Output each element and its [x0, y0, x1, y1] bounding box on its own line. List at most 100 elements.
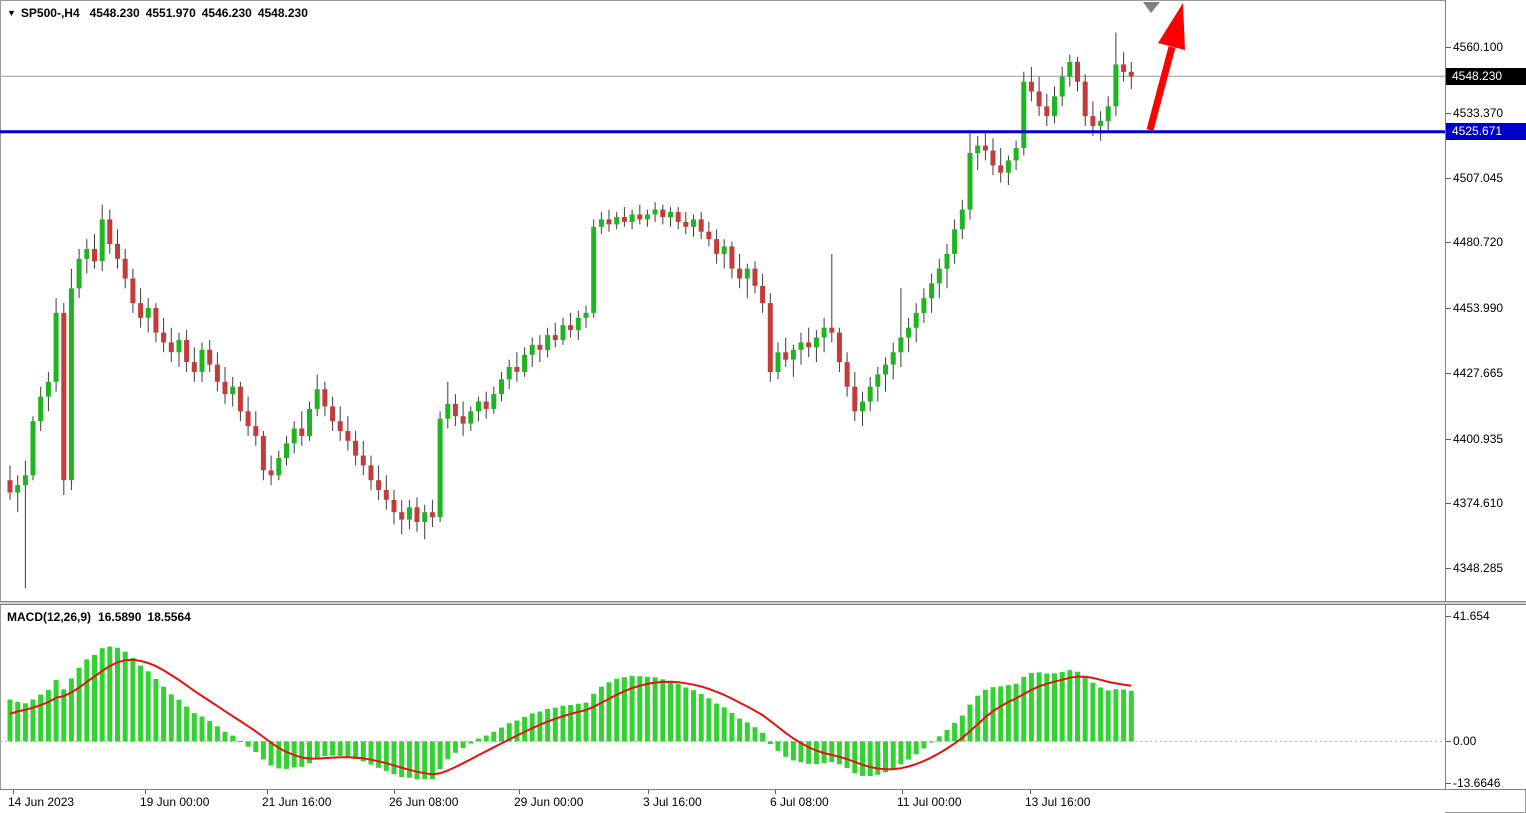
candle-body [529, 344, 535, 355]
macd-bar [537, 711, 543, 742]
macd-bar [1067, 670, 1073, 742]
macd-bar [145, 671, 151, 742]
candle-body [1105, 106, 1111, 122]
candle-body [583, 312, 589, 318]
candle-body [1044, 106, 1050, 117]
candle-body [683, 221, 689, 227]
candle-body [637, 214, 643, 220]
macd-bar [1028, 673, 1034, 742]
candle-body [130, 278, 136, 304]
time-tick-label: 26 Jun 08:00 [389, 795, 459, 809]
macd-bar [975, 695, 981, 742]
candle-body [7, 480, 13, 493]
candle-body [929, 283, 935, 299]
up-trend-arrow[interactable] [1146, 3, 1185, 131]
candle-body [391, 499, 397, 513]
candle-body [452, 403, 458, 417]
candle-body [476, 401, 481, 412]
candle-body [614, 217, 620, 225]
candle-body [906, 327, 912, 338]
candle-body [1028, 81, 1034, 92]
macd-bar [560, 705, 566, 742]
macd-bar [829, 741, 835, 763]
candle-body [468, 411, 474, 424]
macd-bar [1013, 683, 1019, 742]
candle-body [337, 421, 343, 431]
price-axis[interactable]: 4560.100 4533.370 4507.045 4480.720 4453.990… [1445, 0, 1526, 790]
symbol-period-label: SP500-,H4 [20, 6, 80, 20]
macd-bar [706, 698, 712, 742]
macd-bar [122, 651, 128, 742]
macd-bar [698, 694, 704, 742]
macd-bar [138, 665, 144, 742]
candle-body [22, 475, 28, 486]
current-price-tag: 4548.230 [1446, 68, 1526, 85]
macd-bar [30, 699, 36, 742]
macd-bar [752, 727, 758, 742]
candle-body [560, 325, 566, 340]
macd-bar [990, 687, 996, 742]
time-axis[interactable]: 14 Jun 2023 19 Jun 00:00 21 Jun 16:00 26 Ju… [0, 790, 1445, 813]
candle-body [844, 362, 850, 387]
macd-bar [691, 690, 696, 742]
candle-body [68, 288, 74, 481]
candle-body [890, 352, 896, 365]
macd-bar [468, 741, 474, 744]
macd-pane[interactable] [0, 605, 1445, 789]
macd-bar [360, 741, 366, 762]
time-tick-label: 29 Jun 00:00 [514, 795, 584, 809]
macd-bar [721, 707, 727, 742]
macd-bar [115, 647, 120, 742]
candle-body [744, 268, 750, 279]
candle-body [84, 249, 90, 259]
candle-body [107, 219, 113, 244]
candle-body [30, 421, 36, 476]
macd-bar [45, 689, 51, 742]
macd-bar [15, 702, 21, 742]
pane-splitter[interactable] [0, 601, 1526, 605]
macd-bar [1082, 676, 1088, 742]
candle-body [353, 440, 359, 456]
candle-body [99, 219, 105, 262]
macd-tick-mark [1446, 615, 1451, 617]
candle-body [122, 258, 128, 279]
time-tick-mark [13, 790, 14, 794]
macd-tick-mark [1446, 741, 1451, 743]
macd-main-value: 16.5890 [98, 610, 142, 624]
macd-bar [368, 741, 374, 765]
macd-bar [153, 679, 159, 742]
price-tick-label: 4427.665 [1453, 365, 1504, 380]
candle-body [168, 342, 174, 353]
macd-bar [660, 679, 666, 742]
price-tick-label: 4374.610 [1453, 496, 1504, 511]
macd-bar [1075, 671, 1080, 742]
macd-bar [967, 704, 973, 742]
macd-bar [222, 731, 228, 742]
candle-body [668, 212, 673, 217]
ohlc-low-value: 4546.230 [201, 6, 252, 20]
macd-bar [452, 741, 458, 753]
top-marker-icon[interactable] [1143, 2, 1160, 13]
macd-bar [929, 741, 935, 743]
macd-bar [1021, 676, 1027, 742]
candle-body [1021, 81, 1027, 149]
main-chart-pane[interactable] [0, 0, 1445, 601]
time-tick-mark [519, 790, 520, 794]
macd-bar [867, 741, 873, 777]
macd-bar [775, 741, 781, 751]
candle-body [437, 418, 443, 518]
ohlc-close-value: 4548.230 [257, 6, 308, 20]
macd-bar [1036, 672, 1042, 742]
macd-bar [767, 741, 773, 744]
candle-body [936, 268, 942, 284]
up-arrow-head [1158, 3, 1185, 50]
macd-bar [714, 703, 720, 742]
macd-bar [276, 741, 282, 769]
macd-bar [414, 741, 420, 780]
macd-bar [998, 686, 1004, 742]
macd-bar [883, 741, 888, 773]
macd-bar [621, 677, 627, 742]
candle-body [959, 209, 965, 230]
candle-body [161, 332, 167, 343]
candle-body [1036, 91, 1042, 107]
